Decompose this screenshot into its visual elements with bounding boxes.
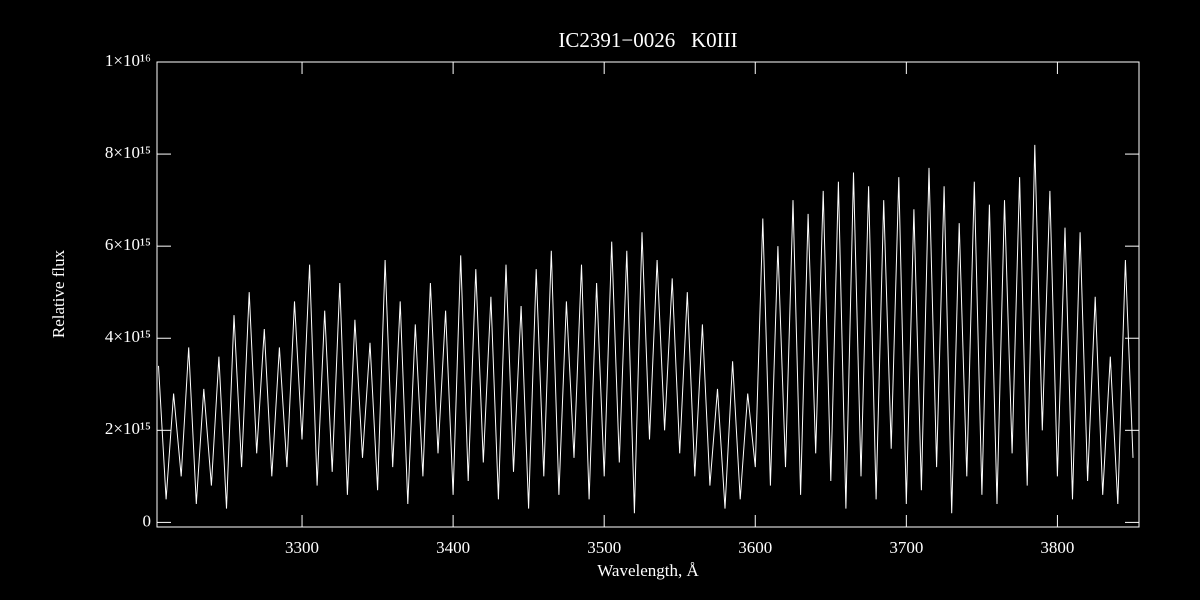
x-tick-label: 3800 bbox=[1040, 538, 1074, 557]
x-axis-label: Wavelength, Å bbox=[597, 561, 699, 580]
x-tick-label: 3600 bbox=[738, 538, 772, 557]
y-tick-label: 0 bbox=[143, 511, 152, 530]
x-tick-label: 3500 bbox=[587, 538, 621, 557]
x-tick-label: 3400 bbox=[436, 538, 470, 557]
y-tick-label: 6×10¹⁵ bbox=[105, 235, 151, 254]
y-tick-label: 2×10¹⁵ bbox=[105, 419, 151, 438]
y-axis-label: Relative flux bbox=[49, 249, 68, 338]
y-tick-label: 1×10¹⁶ bbox=[105, 51, 151, 70]
chart-title: IC2391−0026 K0III bbox=[558, 28, 737, 52]
y-tick-label: 4×10¹⁵ bbox=[105, 327, 151, 346]
x-tick-label: 3700 bbox=[889, 538, 923, 557]
x-tick-label: 3300 bbox=[285, 538, 319, 557]
spectrum-line bbox=[158, 144, 1134, 514]
plot-frame bbox=[156, 61, 1140, 528]
y-tick-label: 8×10¹⁵ bbox=[105, 143, 151, 162]
